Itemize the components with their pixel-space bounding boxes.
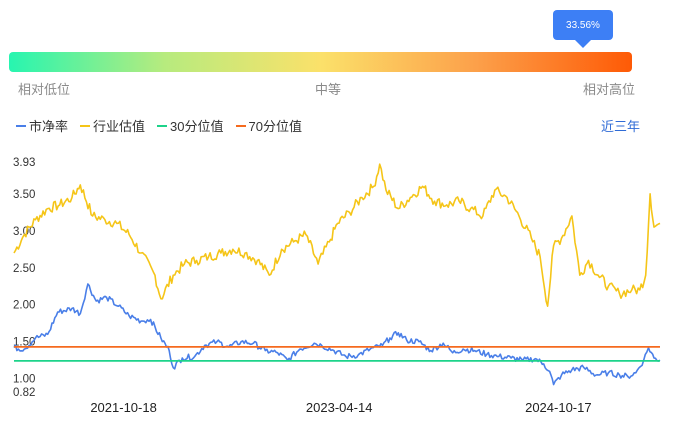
legend-swatch-p70: [235, 124, 246, 127]
series-line-industry: [13, 163, 661, 307]
legend-label-industry: 行业估值: [93, 119, 146, 134]
valuation-gauge-bar: [9, 52, 632, 72]
series-line-pb: [13, 283, 661, 386]
percentile-badge: 33.56%: [553, 10, 613, 48]
x-tick-label: 2021-10-18: [90, 400, 157, 415]
x-tick-label: 2023-04-14: [306, 400, 373, 415]
y-tick-label: 3.93: [13, 157, 35, 169]
legend-label-pb: 市净率: [29, 119, 69, 134]
legend-item-p70[interactable]: 70分位值: [235, 116, 302, 135]
y-tick-label: 3.50: [13, 189, 35, 201]
y-tick-label: 2.00: [13, 300, 35, 312]
chart-legend: 市净率 行业估值 30分位值 70分位值: [16, 116, 302, 135]
gauge-low-label: 相对低位: [18, 82, 71, 97]
legend-item-p30[interactable]: 30分位值: [157, 116, 224, 135]
legend-swatch-pb: [16, 124, 26, 127]
y-tick-label: 1.00: [13, 374, 35, 386]
range-selector-three-years[interactable]: 近三年: [600, 119, 640, 134]
x-tick-label: 2024-10-17: [525, 400, 592, 415]
y-tick-label: 2.50: [13, 263, 35, 275]
y-tick-label: 0.82: [13, 387, 35, 399]
gauge-mid-label: 中等: [315, 82, 342, 97]
legend-item-pb[interactable]: 市净率: [16, 116, 68, 135]
gauge-high-label: 相对高位: [583, 82, 636, 97]
legend-swatch-industry: [80, 124, 91, 127]
legend-swatch-p30: [157, 124, 168, 127]
y-tick-label: 3.00: [13, 226, 35, 238]
legend-item-industry[interactable]: 行业估值: [80, 116, 145, 135]
legend-label-p30: 30分位值: [170, 119, 224, 134]
legend-label-p70: 70分位值: [248, 119, 302, 134]
